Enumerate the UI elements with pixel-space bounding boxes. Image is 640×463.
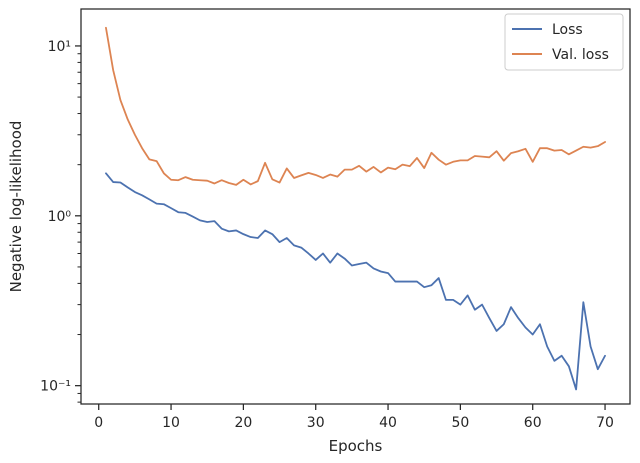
- x-axis-label: Epochs: [329, 437, 383, 455]
- x-tick-label: 70: [596, 415, 614, 431]
- x-tick-label: 60: [524, 415, 542, 431]
- y-tick-label: 10¹: [48, 39, 71, 55]
- y-ticks: 10⁻¹ 10⁰ 10¹: [40, 39, 81, 403]
- x-tick-label: 20: [234, 415, 252, 431]
- x-tick-label: 30: [307, 415, 325, 431]
- legend-label-val-loss: Val. loss: [552, 47, 609, 63]
- y-axis-label: Negative log-likelihood: [7, 121, 25, 293]
- x-tick-label: 50: [451, 415, 469, 431]
- x-ticks: 0 10 20 30 40 50 60 70: [94, 404, 614, 431]
- legend: Loss Val. loss: [504, 13, 624, 71]
- series-line-loss: [105, 172, 606, 391]
- x-tick-label: 0: [94, 415, 103, 431]
- legend-label-loss: Loss: [552, 22, 583, 38]
- x-tick-label: 40: [379, 415, 397, 431]
- plot-area-frame: [80, 8, 631, 405]
- x-tick-label: 10: [162, 415, 180, 431]
- y-tick-label: 10⁻¹: [40, 379, 71, 395]
- series-line-val-loss: [105, 26, 606, 186]
- series-lines: [105, 26, 606, 391]
- y-tick-label: 10⁰: [48, 209, 72, 225]
